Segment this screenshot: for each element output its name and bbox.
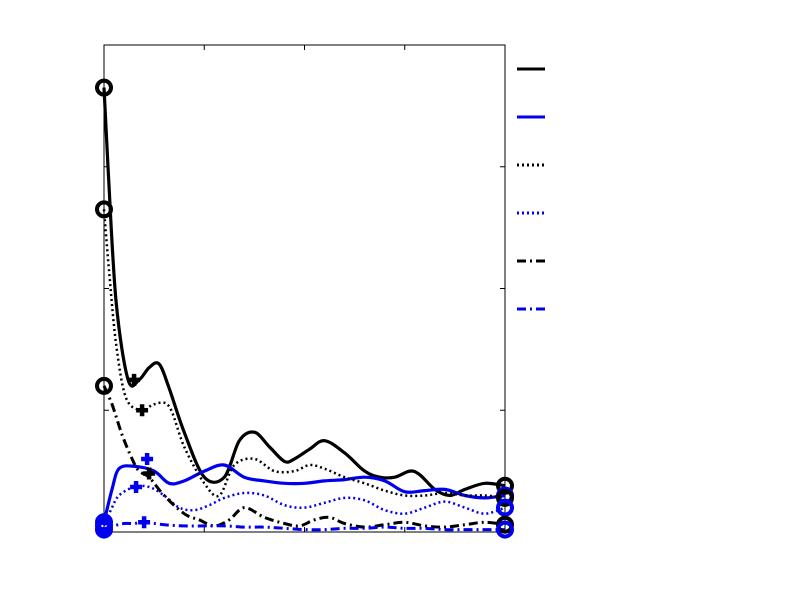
- series-line-5: [102, 385, 506, 529]
- series-point-plus: [138, 516, 151, 529]
- series-line-1: [102, 87, 506, 498]
- series-point-plus: [143, 467, 156, 480]
- series-line-4: [102, 484, 506, 527]
- series-group: [102, 87, 506, 532]
- series-point-circle: [95, 376, 113, 395]
- series-point-plus: [128, 373, 141, 386]
- series-point-circle: [496, 498, 514, 517]
- series-point-circle: [95, 200, 113, 219]
- marker-group: [95, 78, 514, 539]
- series-point-plus: [141, 452, 154, 465]
- series-point-plus: [130, 480, 143, 493]
- series-point-circle: [95, 520, 113, 539]
- series-point-plus: [136, 404, 149, 417]
- series-point-circle: [496, 488, 514, 507]
- legend: [517, 67, 545, 311]
- series-line-6: [103, 520, 505, 532]
- axes: [103, 44, 506, 533]
- series-line-3: [102, 209, 506, 500]
- plot-frame: [103, 44, 506, 533]
- series-point-circle: [496, 520, 514, 539]
- series-point-circle: [95, 78, 113, 97]
